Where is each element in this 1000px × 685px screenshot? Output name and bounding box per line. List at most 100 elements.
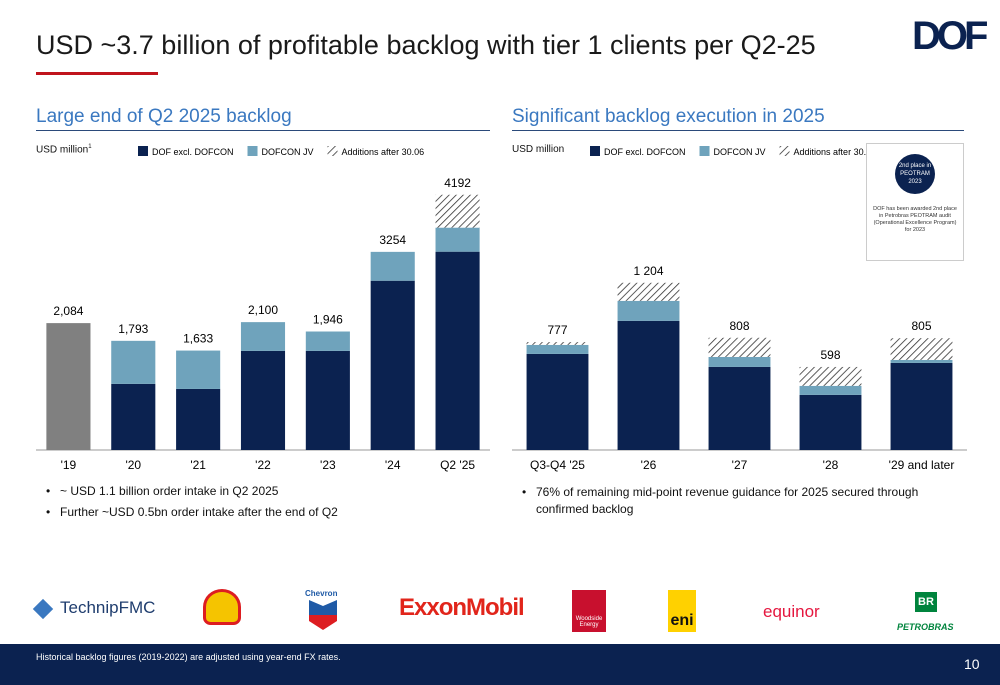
bar-segment (305, 350, 350, 450)
x-tick-label: Q3-Q4 '25 (530, 458, 585, 472)
title-underline (36, 72, 158, 75)
legend-swatch (138, 146, 148, 156)
total-label: 1 204 (633, 264, 663, 278)
client-logo: Chevron (305, 589, 338, 598)
legend-swatch (327, 146, 338, 156)
x-tick-label: '22 (255, 458, 271, 472)
title-rule (512, 130, 964, 131)
bar-segment (370, 251, 415, 281)
legend-swatch (590, 146, 600, 156)
bullet-list: 76% of remaining mid-point revenue guida… (512, 484, 962, 522)
x-tick-label: '24 (385, 458, 401, 472)
bar-segment (799, 385, 862, 395)
client-logo: ExxonMobil (399, 594, 525, 621)
footnote: Historical backlog figures (2019-2022) a… (36, 652, 341, 662)
bar-segment (435, 227, 480, 252)
bar-segment (799, 394, 862, 450)
client-logo: equinor (763, 602, 820, 621)
x-tick-label: '21 (190, 458, 206, 472)
company-logo: DOF (912, 14, 988, 58)
technip-mark (32, 598, 54, 620)
bar-segment (617, 282, 680, 301)
badge-text: DOF has been awarded 2nd place in Petrob… (873, 206, 957, 233)
bar-segment (890, 338, 953, 360)
bar-segment (617, 320, 680, 450)
bar-segment (240, 322, 286, 351)
unit-text: USD million (36, 144, 89, 156)
unit-label: USD million (512, 144, 565, 155)
bar-segment (435, 251, 480, 450)
bar-segment (708, 337, 771, 357)
x-tick-label: Q2 '25 (440, 458, 475, 472)
total-label: 4192 (444, 176, 471, 190)
bar-segment (617, 300, 680, 321)
legend-label: Additions after 30.06 (342, 147, 425, 157)
footer-bar (0, 644, 1000, 685)
total-label: 2,084 (53, 304, 83, 318)
bar-segment (370, 280, 415, 450)
x-tick-label: '29 and later (889, 458, 955, 472)
total-label: 3254 (379, 233, 406, 247)
total-label: 777 (547, 323, 567, 337)
slide-title: USD ~3.7 billion of profitable backlog w… (36, 30, 816, 60)
bar-segment (526, 353, 589, 450)
bar-segment (46, 323, 91, 450)
bar-segment (111, 383, 156, 450)
total-label: 1,946 (313, 313, 343, 327)
bar-segment (111, 340, 156, 384)
client-logo: BR (915, 592, 937, 612)
total-label: 1,793 (118, 322, 148, 336)
legend-swatch (779, 146, 790, 156)
bar-segment (526, 342, 589, 345)
chevron-mark (309, 600, 337, 630)
client-logo: PETROBRAS (897, 622, 954, 632)
total-label: 598 (820, 348, 840, 362)
shell-logo (203, 589, 241, 625)
total-label: 808 (729, 319, 749, 333)
legend-swatch (247, 146, 258, 156)
total-label: 1,633 (183, 332, 213, 346)
bar-segment (890, 359, 953, 363)
footnote-marker: 1 (88, 144, 92, 150)
bullet: Further ~USD 0.5bn order intake after th… (36, 504, 476, 521)
chart-title: Large end of Q2 2025 backlog (36, 106, 292, 127)
bar-segment (305, 331, 350, 351)
bar-segment (890, 362, 953, 450)
bar-segment (799, 366, 862, 386)
x-tick-label: '19 (61, 458, 77, 472)
x-tick-label: '28 (823, 458, 839, 472)
chart-title: Significant backlog execution in 2025 (512, 106, 825, 127)
award-badge: 2nd place in PEOTRAM 2023 DOF has been a… (866, 143, 964, 261)
client-logo: Woodside Energy (572, 590, 606, 632)
client-logo: eni (668, 590, 696, 632)
badge-seal: 2nd place in PEOTRAM 2023 (895, 154, 935, 194)
total-label: 2,100 (248, 303, 278, 317)
bar-segment (708, 366, 771, 450)
legend-label: DOFCON JV (714, 147, 766, 157)
legend-label: Additions after 30.06 (794, 147, 877, 157)
unit-label: USD million1 (36, 144, 92, 155)
legend-label: DOF excl. DOFCON (152, 147, 234, 157)
bar-segment (435, 194, 480, 228)
bar-segment (176, 388, 221, 450)
bar-segment (526, 344, 589, 354)
legend-swatch (699, 146, 710, 156)
bullet: ~ USD 1.1 billion order intake in Q2 202… (36, 483, 476, 500)
bullet-list: ~ USD 1.1 billion order intake in Q2 202… (36, 483, 476, 525)
bar-segment (240, 350, 286, 450)
bar-segment (176, 350, 221, 389)
bullet: 76% of remaining mid-point revenue guida… (512, 484, 962, 518)
bar-segment (708, 356, 771, 367)
x-tick-label: '23 (320, 458, 336, 472)
x-tick-label: '27 (732, 458, 748, 472)
x-tick-label: '20 (125, 458, 141, 472)
total-label: 805 (911, 319, 931, 333)
x-tick-label: '26 (641, 458, 657, 472)
charts: DOF excl. DOFCON DOFCON JV Additions after… (36, 146, 967, 472)
page-number: 10 (964, 656, 980, 672)
client-logo: TechnipFMC (60, 598, 156, 617)
title-rule (36, 130, 490, 131)
legend-label: DOF excl. DOFCON (604, 147, 686, 157)
legend-label: DOFCON JV (262, 147, 314, 157)
